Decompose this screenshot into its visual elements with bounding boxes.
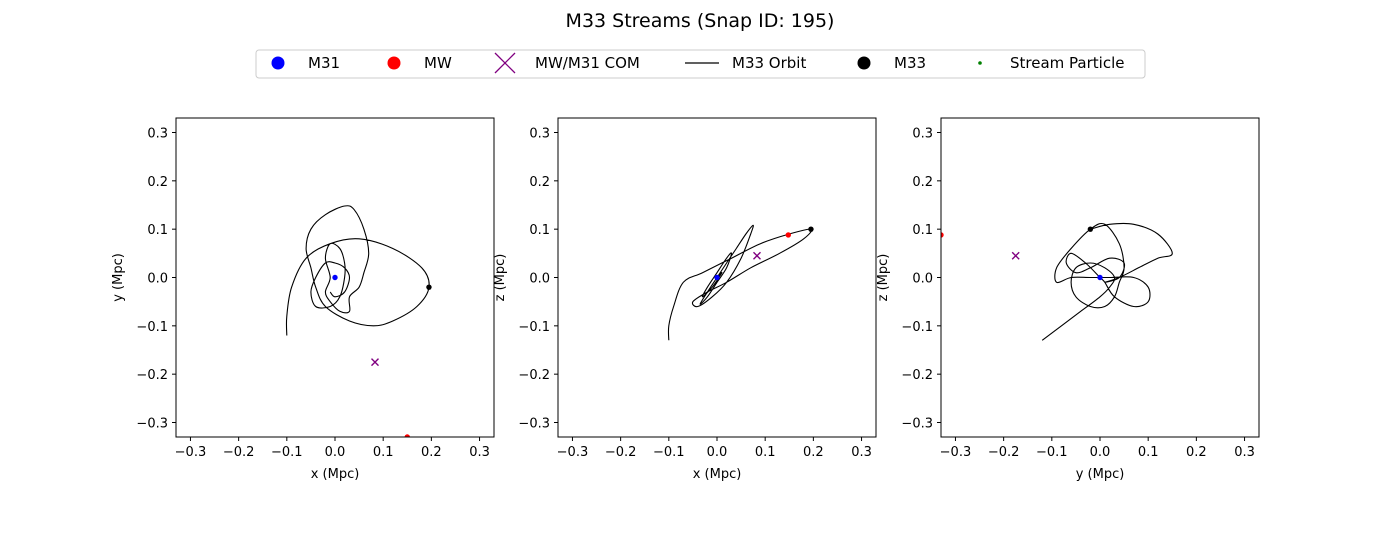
y-tick-label: 0.3	[147, 127, 168, 142]
legend-marker-m31	[271, 56, 285, 70]
legend-label-mw: MW	[424, 54, 452, 72]
legend-marker-stream-particle	[978, 61, 982, 65]
x-tick-label: 0.3	[851, 445, 872, 460]
x-tick-label: 0.0	[1090, 445, 1111, 460]
x-tick-label: −0.3	[175, 445, 207, 460]
x-tick-label: 0.0	[707, 445, 728, 460]
panel-xz: −0.3 −0.3 −0.2 −0.2 −0.1 −0.1 0.0 0.0 0.1 0.1 0.2 0…	[493, 117, 877, 482]
com-marker	[1011, 251, 1020, 260]
mw-point	[785, 232, 792, 238]
y-tick-label: −0.1	[901, 320, 933, 335]
y-axis-label: y (Mpc)	[111, 253, 126, 302]
x-tick-label: 0.3	[1234, 445, 1255, 460]
m33-point	[1087, 226, 1094, 232]
legend: M31 MW MW/M31 COM M33 Orbit M33 Stream Partic…	[255, 49, 1146, 79]
legend-marker-mw	[387, 56, 401, 70]
x-tick-label: −0.2	[223, 445, 255, 460]
m33-point	[808, 226, 814, 232]
y-tick-label: 0.2	[529, 175, 550, 190]
legend-label-stream-particle: Stream Particle	[1010, 54, 1124, 72]
m31-point	[332, 274, 338, 281]
axes-frame-yz	[940, 117, 1260, 438]
m33-point	[426, 284, 432, 290]
x-tick-label: −0.2	[605, 445, 637, 460]
m31-point	[1097, 274, 1103, 281]
com-marker	[370, 358, 379, 367]
axes-frame-xy	[175, 117, 495, 438]
x-axis-label: y (Mpc)	[1076, 467, 1125, 482]
y-tick-label: −0.2	[518, 368, 550, 383]
x-tick-label: 0.1	[755, 445, 776, 460]
x-tick-label: 0.2	[1186, 445, 1207, 460]
m31-point	[714, 274, 720, 281]
y-axis-label: z (Mpc)	[493, 254, 508, 302]
x-tick-label: −0.1	[271, 445, 303, 460]
figure-title: M33 Streams (Snap ID: 195)	[566, 10, 835, 32]
x-tick-label: −0.2	[988, 445, 1020, 460]
y-tick-label: 0.2	[147, 175, 168, 190]
y-tick-label: 0.1	[912, 223, 933, 238]
legend-marker-mw-m31-com	[494, 52, 516, 74]
x-tick-label: −0.1	[653, 445, 685, 460]
y-tick-label: −0.1	[136, 320, 168, 335]
y-tick-label: 0.0	[529, 272, 550, 287]
panel-yz: −0.3 −0.3 −0.2 −0.2 −0.1 −0.1 0.0 0.0 0.1 0.1 0.2 0…	[876, 117, 1260, 482]
x-tick-label: 0.1	[1138, 445, 1159, 460]
axes-frame-xz	[557, 117, 877, 438]
x-axis-label: x (Mpc)	[693, 467, 742, 482]
y-tick-label: −0.2	[901, 368, 933, 383]
x-axis-label: x (Mpc)	[311, 467, 360, 482]
y-tick-label: −0.1	[518, 320, 550, 335]
x-tick-label: −0.3	[940, 445, 972, 460]
m33-orbit-line	[667, 224, 813, 341]
y-tick-label: 0.1	[147, 223, 168, 238]
y-tick-label: 0.0	[147, 272, 168, 287]
panel-xy: −0.3 −0.3 −0.2 −0.2 −0.1 −0.1 0.0 0.0 0.1 0.1 0.2 0…	[111, 117, 495, 482]
y-tick-label: 0.1	[529, 223, 550, 238]
m33-orbit-line	[285, 205, 430, 336]
m33-orbit-line	[1041, 222, 1173, 341]
y-tick-label: −0.3	[901, 417, 933, 432]
y-axis-label: z (Mpc)	[876, 254, 891, 302]
y-tick-label: −0.3	[518, 417, 550, 432]
y-tick-label: 0.3	[529, 127, 550, 142]
legend-label-m33-orbit: M33 Orbit	[732, 54, 806, 72]
y-tick-label: 0.2	[912, 175, 933, 190]
x-tick-label: 0.2	[803, 445, 824, 460]
x-tick-label: 0.0	[325, 445, 346, 460]
com-marker	[752, 251, 761, 260]
x-tick-label: 0.3	[469, 445, 490, 460]
y-tick-label: 0.0	[912, 272, 933, 287]
x-tick-label: −0.1	[1036, 445, 1068, 460]
legend-label-m33: M33	[894, 54, 926, 72]
x-tick-label: −0.3	[557, 445, 589, 460]
y-tick-label: −0.3	[136, 417, 168, 432]
legend-marker-m33	[857, 56, 871, 70]
legend-label-m31: M31	[308, 54, 340, 72]
mw-point	[941, 232, 944, 238]
x-tick-label: 0.1	[373, 445, 394, 460]
mw-point	[404, 434, 410, 437]
legend-label-mw-m31-com: MW/M31 COM	[535, 54, 640, 72]
y-tick-label: −0.2	[136, 368, 168, 383]
y-tick-label: 0.3	[912, 127, 933, 142]
legend-frame	[255, 49, 1146, 79]
x-tick-label: 0.2	[421, 445, 442, 460]
